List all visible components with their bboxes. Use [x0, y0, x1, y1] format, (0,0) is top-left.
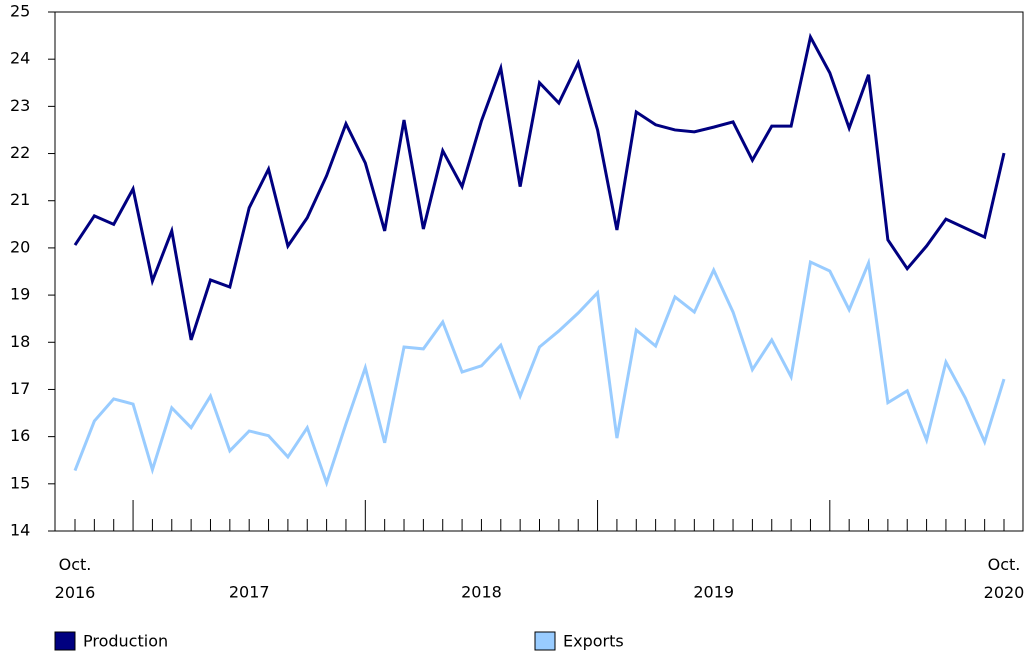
y-tick-label: 18 [10, 332, 30, 351]
data-line [73, 257, 1006, 488]
legend-label: Production [83, 632, 168, 651]
x-tick-label: Oct. 2020 [983, 555, 1025, 602]
y-tick-label: 17 [10, 379, 30, 398]
y-tick-label: 14 [10, 521, 30, 540]
y-tick-label: 21 [10, 190, 30, 209]
legend-label: Exports [563, 632, 624, 651]
y-tick-label: 19 [10, 285, 30, 304]
year-label: 2019 [693, 583, 734, 602]
y-tick-label: 22 [10, 143, 30, 162]
x-tick-label: Oct. 2016 [54, 555, 96, 602]
y-tick-label: 15 [10, 473, 30, 492]
legend-swatch [534, 631, 556, 651]
year-label: 2018 [461, 583, 502, 602]
y-tick-label: 16 [10, 426, 30, 445]
y-tick-label: 23 [10, 96, 30, 115]
y-tick-label: 20 [10, 237, 30, 256]
year-label: 2017 [229, 583, 270, 602]
y-tick-label: 25 [10, 2, 30, 21]
y-tick-label: 24 [10, 49, 30, 68]
data-line [73, 32, 1006, 341]
legend-swatch [54, 631, 76, 651]
